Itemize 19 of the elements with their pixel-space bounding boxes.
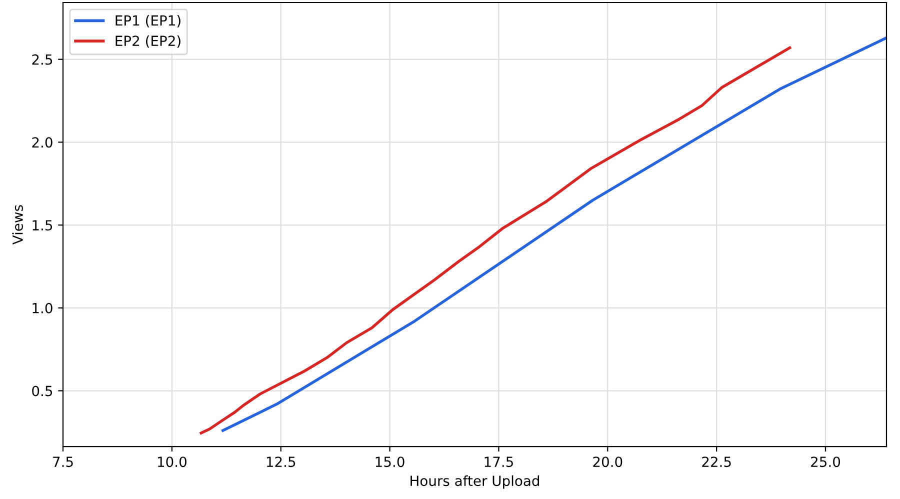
- y-tick-label: 2.5: [32, 54, 52, 65]
- x-tick-label: 25.0: [811, 456, 840, 468]
- x-tick-label: 22.5: [702, 456, 731, 468]
- y-tick-label: 2.0: [32, 137, 52, 148]
- line-series: [222, 36, 886, 432]
- x-tick-label: 20.0: [593, 456, 622, 468]
- y-tick-label: 0.5: [32, 386, 52, 396]
- legend-label: EP2 (EP2): [116, 35, 180, 48]
- line-series: [200, 46, 792, 434]
- y-axis-title: Views: [12, 205, 23, 245]
- y-tick-label: 1.0: [32, 302, 52, 314]
- legend-label: EP1 (EP1): [116, 15, 180, 28]
- x-tick-label: 12.5: [266, 456, 296, 468]
- x-tick-label: 15.0: [376, 456, 404, 468]
- y-tick-label: 1.5: [32, 220, 52, 231]
- x-tick-label: 7.5: [53, 456, 73, 468]
- x-tick-label: 10.0: [158, 456, 186, 468]
- x-axis-title: Hours after Upload: [410, 475, 540, 489]
- x-tick-label: 17.5: [484, 456, 513, 468]
